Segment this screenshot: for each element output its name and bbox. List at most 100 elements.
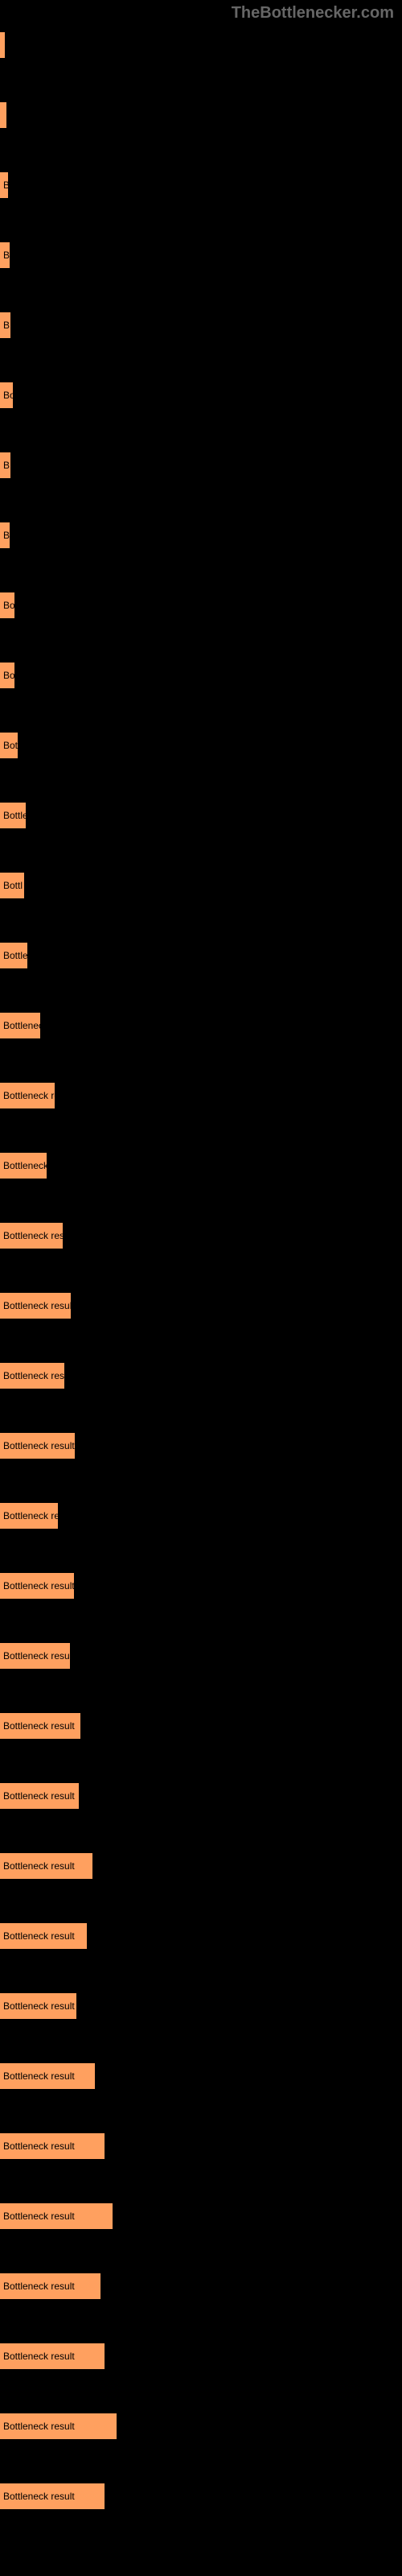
bar: Bottleneck result: [0, 2063, 95, 2089]
bar-row: Bo: [0, 382, 402, 408]
bar-label: Bottleneck result: [3, 2421, 75, 2432]
bar-row: Bottleneck result: [0, 2343, 402, 2369]
bar-label: Bottleneck result: [3, 1650, 70, 1662]
bar-row: Bottleneck result: [0, 1433, 402, 1459]
bar: [0, 102, 6, 128]
bar-row: Bottleneck result: [0, 1293, 402, 1319]
bar: B: [0, 522, 10, 548]
bar-label: Bot: [3, 740, 18, 751]
bar: Bottleneck result: [0, 2343, 105, 2369]
bar: B: [0, 242, 10, 268]
bar-row: Bottleneck resu: [0, 1363, 402, 1389]
bar-label: Bottleneck result: [3, 2000, 75, 2012]
bar-label: Bottlenec: [3, 1020, 40, 1031]
bar-row: Bottle: [0, 803, 402, 828]
bar-label: Bo: [3, 390, 13, 401]
bar: Bottleneck resu: [0, 1223, 63, 1249]
bar: Bo: [0, 592, 14, 618]
bar-row: [0, 102, 402, 128]
bar: Bottleneck result: [0, 2413, 117, 2439]
bar: Bottleneck result: [0, 1293, 71, 1319]
bar-row: Bottleneck result: [0, 1923, 402, 1949]
bar: Bottleneck result: [0, 1853, 92, 1879]
bar-label: Bottleneck resu: [3, 1370, 64, 1381]
bar-label: Bottl: [3, 880, 23, 891]
bar-row: B: [0, 522, 402, 548]
bar-row: Bo: [0, 592, 402, 618]
bar: Bot: [0, 733, 18, 758]
bar-row: B: [0, 172, 402, 198]
bar-label: Bottle: [3, 950, 27, 961]
bar-label: Bottleneck resu: [3, 1230, 63, 1241]
bar: Bo: [0, 663, 14, 688]
bar-label: B: [3, 320, 10, 331]
bar: Bottle: [0, 803, 26, 828]
bar-label: B: [3, 460, 10, 471]
bar: Bottle: [0, 943, 27, 968]
bar-row: Bottleneck result: [0, 1573, 402, 1599]
bar-label: Bottle: [3, 810, 26, 821]
bar: Bottleneck: [0, 1153, 47, 1179]
bar-label: Bottleneck result: [3, 1580, 74, 1591]
bar: Bo: [0, 382, 13, 408]
bar: Bottleneck result: [0, 2203, 113, 2229]
bar-row: Bottleneck re: [0, 1083, 402, 1108]
watermark-text: TheBottlenecker.com: [232, 4, 394, 23]
bar: B: [0, 172, 8, 198]
bar: Bottleneck result: [0, 1573, 74, 1599]
bar-label: Bo: [3, 600, 14, 611]
bar-row: Bottlenec: [0, 1013, 402, 1038]
bar-row: Bo: [0, 663, 402, 688]
bar: Bottleneck result: [0, 1433, 75, 1459]
bar-row: Bottleneck result: [0, 1993, 402, 2019]
bar-row: Bottleneck result: [0, 2273, 402, 2299]
bar: Bottleneck result: [0, 1783, 79, 1809]
bar-row: Bottleneck resu: [0, 1223, 402, 1249]
bar: B: [0, 312, 10, 338]
bar-row: Bottleneck result: [0, 2063, 402, 2089]
bar-label: Bo: [3, 670, 14, 681]
bar: Bottleneck result: [0, 2483, 105, 2509]
bar-row: Bottleneck: [0, 1153, 402, 1179]
bar: Bottleneck result: [0, 2273, 100, 2299]
bar-label: Bottleneck: [3, 1160, 47, 1171]
bar-label: Bottleneck re: [3, 1090, 55, 1101]
bar-row: Bottleneck result: [0, 1643, 402, 1669]
bar-row: Bot: [0, 733, 402, 758]
bar-label: Bottleneck result: [3, 2491, 75, 2502]
bar: Bottleneck result: [0, 1713, 80, 1739]
bar-label: Bottleneck result: [3, 2070, 75, 2082]
bar-label: B: [3, 180, 8, 191]
bar-row: Bottleneck result: [0, 2203, 402, 2229]
bar-label: Bottleneck result: [3, 1790, 75, 1802]
bar: [0, 32, 5, 58]
bar: Bottlenec: [0, 1013, 40, 1038]
bar: Bottleneck result: [0, 1923, 87, 1949]
bar-row: B: [0, 452, 402, 478]
bar-label: Bottleneck result: [3, 1930, 75, 1942]
bar-label: Bottleneck result: [3, 1300, 71, 1311]
bar-row: Bottleneck result: [0, 2483, 402, 2509]
bar-label: Bottleneck result: [3, 2140, 75, 2152]
bar-row: Bottl: [0, 873, 402, 898]
bar-row: Bottle: [0, 943, 402, 968]
bar: Bottleneck re: [0, 1503, 58, 1529]
bar-label: B: [3, 530, 10, 541]
bar: Bottleneck result: [0, 1993, 76, 2019]
bar-label: B: [3, 250, 10, 261]
bar: Bottleneck re: [0, 1083, 55, 1108]
bar-label: Bottleneck result: [3, 2211, 75, 2222]
bar-row: B: [0, 242, 402, 268]
bar-label: Bottleneck result: [3, 1440, 75, 1451]
bar: B: [0, 452, 10, 478]
bar-label: Bottleneck result: [3, 2351, 75, 2362]
bar: Bottleneck result: [0, 1643, 70, 1669]
bar: Bottleneck result: [0, 2133, 105, 2159]
bar-row: Bottleneck result: [0, 1853, 402, 1879]
bar-row: B: [0, 312, 402, 338]
bar-label: Bottleneck result: [3, 2281, 75, 2292]
bar-row: Bottleneck result: [0, 2133, 402, 2159]
bar-row: Bottleneck result: [0, 1713, 402, 1739]
bar-chart: B B B Bo B B Bo Bo Bot Bottle Bottl Bottle Bottlenec…: [0, 0, 402, 2509]
bar-label: Bottleneck result: [3, 1860, 75, 1872]
